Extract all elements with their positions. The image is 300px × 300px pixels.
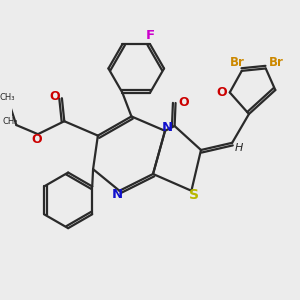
Text: O: O xyxy=(178,95,189,109)
Text: CH₃: CH₃ xyxy=(0,93,16,102)
Text: N: N xyxy=(161,122,172,134)
Text: O: O xyxy=(50,90,60,103)
Text: O: O xyxy=(31,134,42,146)
Text: CH₂: CH₂ xyxy=(3,117,18,126)
Text: F: F xyxy=(146,29,155,42)
Text: S: S xyxy=(189,188,199,202)
Text: Br: Br xyxy=(230,56,244,69)
Text: H: H xyxy=(235,142,243,153)
Text: O: O xyxy=(216,86,227,99)
Text: N: N xyxy=(112,188,123,201)
Text: Br: Br xyxy=(269,56,284,69)
